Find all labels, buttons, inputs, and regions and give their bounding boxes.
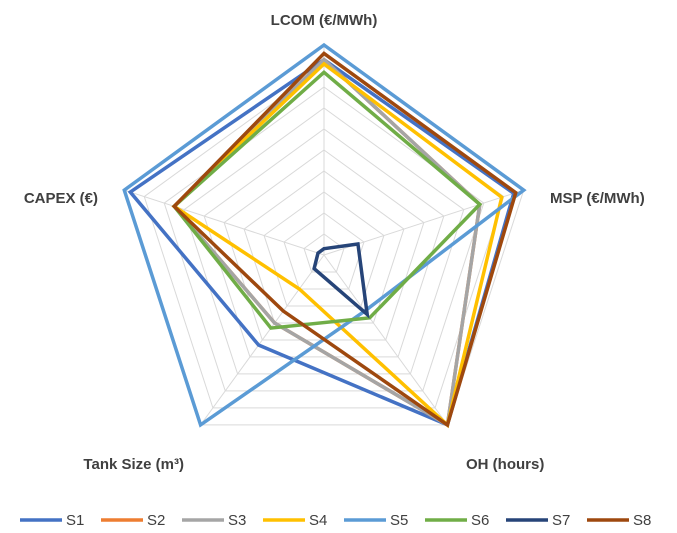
legend-label-s1: S1: [66, 512, 84, 529]
series-line-s5: [122, 42, 527, 428]
series-line-s1: [127, 57, 516, 428]
series-line-s2: [171, 57, 482, 428]
axis-label-oh: OH (hours): [466, 456, 544, 473]
legend-label-s6: S6: [471, 512, 489, 529]
series-line-s3: [171, 57, 482, 428]
legend-label-s4: S4: [309, 512, 327, 529]
grid-spoke-4: [200, 254, 325, 426]
axis-label-tank-size: Tank Size (m³): [83, 456, 184, 473]
radar-series: [122, 42, 527, 429]
series-line-s7: [312, 241, 370, 319]
axis-label-lcom: LCOM (€/MWh): [271, 12, 378, 29]
grid-ring-3: [263, 191, 385, 307]
grid-ring-2: [283, 212, 365, 290]
grid-spoke-5: [124, 189, 325, 256]
legend-label-s7: S7: [552, 512, 570, 529]
legend-label-s2: S2: [147, 512, 165, 529]
legend: S1 S2 S3 S4 S5 S6 S7 S8: [20, 512, 651, 529]
series-line-s8: [171, 51, 518, 428]
grid-ring-6: [203, 128, 445, 358]
grid-spoke-3: [323, 254, 448, 426]
series-line-s6: [171, 69, 483, 330]
legend-label-s8: S8: [633, 512, 651, 529]
axis-label-msp: MSP (€/MWh): [550, 190, 645, 207]
axis-label-capex: CAPEX (€): [24, 190, 98, 207]
legend-label-s3: S3: [228, 512, 246, 529]
legend-label-s5: S5: [390, 512, 408, 529]
